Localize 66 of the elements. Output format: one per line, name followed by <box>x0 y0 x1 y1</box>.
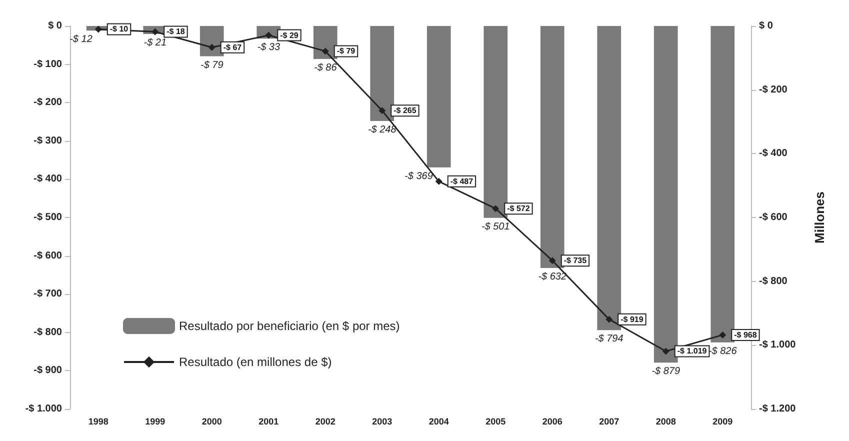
legend-label: Resultado (en millones de $) <box>179 355 332 369</box>
data-label: -$ 12 <box>70 34 93 46</box>
data-label: -$ 18 <box>166 27 186 36</box>
y2-tick-label: -$ 400 <box>759 148 788 160</box>
y2-tick-label: -$ 200 <box>759 84 788 96</box>
data-label: -$ 879 <box>652 366 680 378</box>
y-tick-label: $ 0 <box>48 20 62 32</box>
data-label: -$ 67 <box>223 42 242 52</box>
point <box>208 44 216 51</box>
point <box>548 257 556 264</box>
data-label: -$ 1.019 <box>677 346 708 356</box>
y-tick-label: -$ 1.000 <box>25 404 62 414</box>
x-tick-label: 2008 <box>656 416 676 426</box>
x-tick-label: 2004 <box>428 416 449 426</box>
y-tick-label: -$ 600 <box>34 250 62 262</box>
y2-tick-label: -$ 1.200 <box>759 404 796 414</box>
x-tick-label: 2002 <box>315 416 336 426</box>
point <box>492 205 500 212</box>
y2-tick-label: -$ 800 <box>759 276 788 287</box>
data-label: -$ 572 <box>507 204 530 214</box>
data-label: -$ 968 <box>734 330 758 340</box>
data-label: -$ 735 <box>564 256 588 266</box>
y-tick-label: -$ 400 <box>34 174 62 185</box>
data-label: -$ 632 <box>538 272 567 283</box>
data-label: -$ 501 <box>481 221 510 232</box>
y-tick-label: -$ 800 <box>34 326 62 338</box>
y-tick-label: -$ 100 <box>34 58 62 70</box>
point <box>606 316 613 323</box>
y-tick-label: -$ 900 <box>34 365 62 376</box>
point <box>435 178 442 185</box>
x-tick-label: 1998 <box>88 416 108 426</box>
data-label: -$ 79 <box>200 60 224 71</box>
y-tick-label: -$ 700 <box>34 288 62 300</box>
y-tick-label: -$ 500 <box>34 212 62 223</box>
y2-tick-label: -$ 1.000 <box>759 340 796 351</box>
y2-axis-title: Millones <box>812 191 827 244</box>
x-tick-label: 2006 <box>542 416 562 426</box>
x-tick-label: 2009 <box>712 416 733 426</box>
x-tick-label: 2005 <box>486 416 506 426</box>
data-label: -$ 826 <box>708 346 738 357</box>
data-label: -$ 29 <box>280 30 299 40</box>
data-label: -$ 79 <box>336 46 356 56</box>
y2-tick-label: -$ 600 <box>759 212 788 223</box>
x-tick-label: 2000 <box>202 416 222 426</box>
data-label: -$ 33 <box>257 42 280 54</box>
data-label: -$ 265 <box>394 106 417 116</box>
data-label: -$ 86 <box>314 62 338 74</box>
y2-tick-label: $ 0 <box>759 20 774 32</box>
y-tick-label: -$ 300 <box>34 135 62 146</box>
data-label: -$ 369 <box>404 170 434 182</box>
data-label: -$ 794 <box>594 334 624 345</box>
data-label: -$ 919 <box>620 314 644 324</box>
x-tick-label: 1999 <box>145 416 166 426</box>
x-tick-label: 2007 <box>599 416 620 426</box>
point <box>322 48 329 55</box>
point <box>378 107 386 114</box>
data-label: -$ 10 <box>110 24 129 34</box>
point <box>719 331 726 338</box>
data-label: -$ 21 <box>144 38 167 49</box>
point <box>94 26 102 33</box>
legend-label: Resultado por beneficiario (en $ por mes) <box>179 319 400 333</box>
x-tick-label: 2001 <box>258 416 279 426</box>
data-label: -$ 487 <box>450 176 474 186</box>
x-tick-label: 2003 <box>372 416 392 426</box>
point <box>662 348 670 355</box>
y-tick-label: -$ 200 <box>34 97 62 108</box>
